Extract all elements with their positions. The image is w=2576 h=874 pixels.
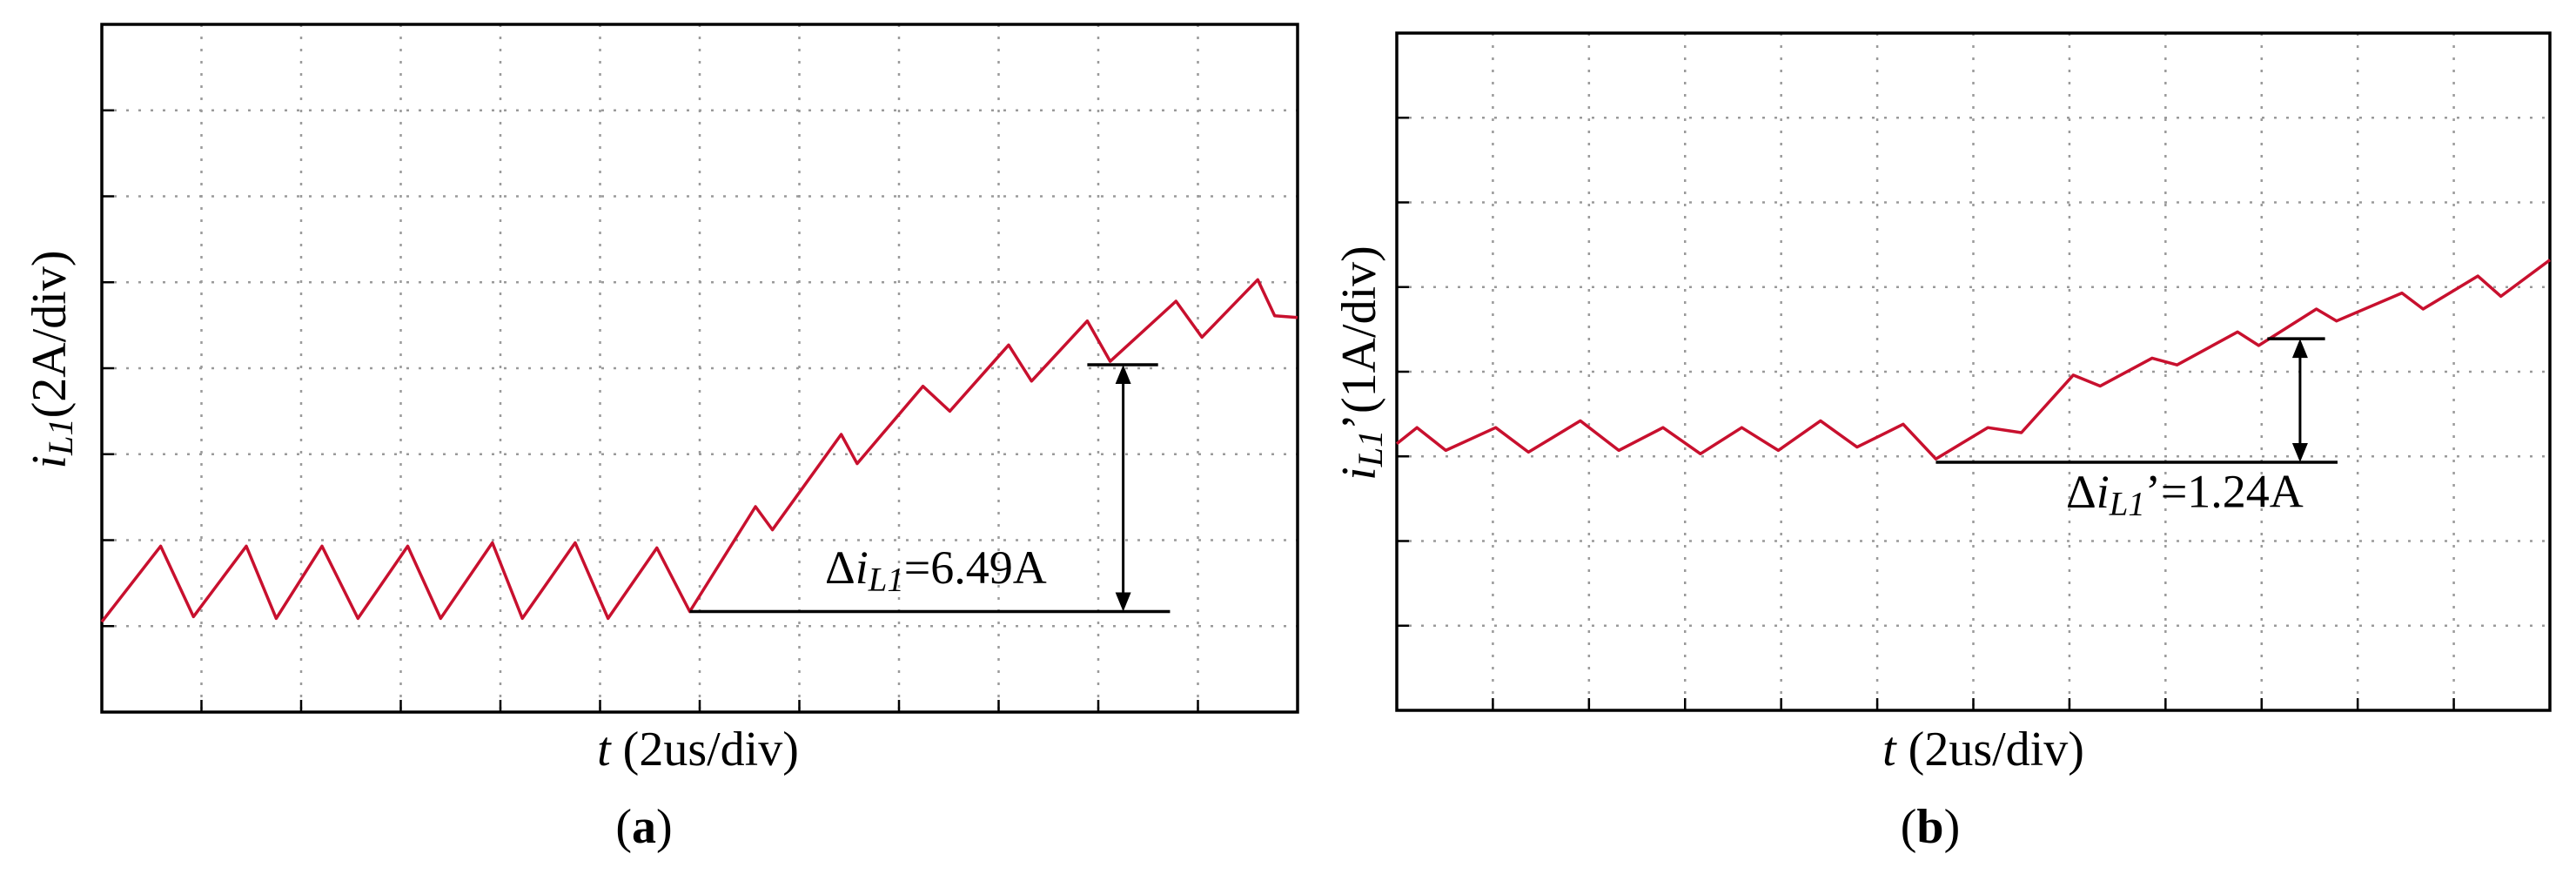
text-part: L1 — [1351, 430, 1390, 468]
text-part: (2A/div) — [23, 251, 77, 419]
text-part: ) — [656, 800, 673, 854]
x-axis-label: t (2us/div) — [1882, 723, 2084, 777]
text-part: ’=1.24A — [2145, 466, 2304, 518]
text-part: t — [597, 723, 612, 777]
text-part: b — [1916, 800, 1943, 854]
annotation: ΔiL1=6.49A — [825, 541, 1047, 598]
text-part: L1 — [868, 561, 904, 599]
arrow-head — [2291, 339, 2308, 359]
y-axis-label: iL1(2A/div) — [23, 251, 81, 469]
text-part: i — [23, 455, 77, 469]
text-part: ’(1A/div) — [1332, 245, 1386, 430]
y-axis-label: iL1’(1A/div) — [1332, 245, 1391, 481]
text-part: i — [855, 541, 869, 594]
text-part: L1 — [2109, 486, 2145, 523]
plot-frame — [100, 23, 1299, 714]
text-part: Δ — [825, 541, 855, 594]
caption: (b) — [1901, 800, 1960, 854]
annotation: ΔiL1’=1.24A — [2066, 466, 2304, 522]
text-part: t — [1882, 723, 1897, 777]
text-part: i — [1332, 467, 1386, 481]
text-part: L1 — [41, 418, 80, 456]
plot-frame — [1395, 31, 2552, 712]
text-part: (2us/div) — [611, 723, 799, 777]
waveform — [1395, 259, 2552, 461]
text-part: i — [2096, 466, 2110, 518]
arrow-head — [2291, 443, 2308, 463]
text-part: ) — [1944, 800, 1961, 854]
arrow-head — [1115, 365, 1131, 385]
text-part: =6.49A — [904, 541, 1047, 594]
waveform — [100, 278, 1298, 623]
arrow-head — [1115, 592, 1131, 612]
x-axis-label: t (2us/div) — [597, 723, 799, 777]
text-part: (2us/div) — [1896, 723, 2084, 777]
text-part: ( — [615, 800, 632, 854]
text-part: a — [632, 800, 656, 854]
caption: (a) — [615, 800, 672, 854]
text-part: ( — [1901, 800, 1917, 854]
text-part: Δ — [2066, 466, 2096, 518]
